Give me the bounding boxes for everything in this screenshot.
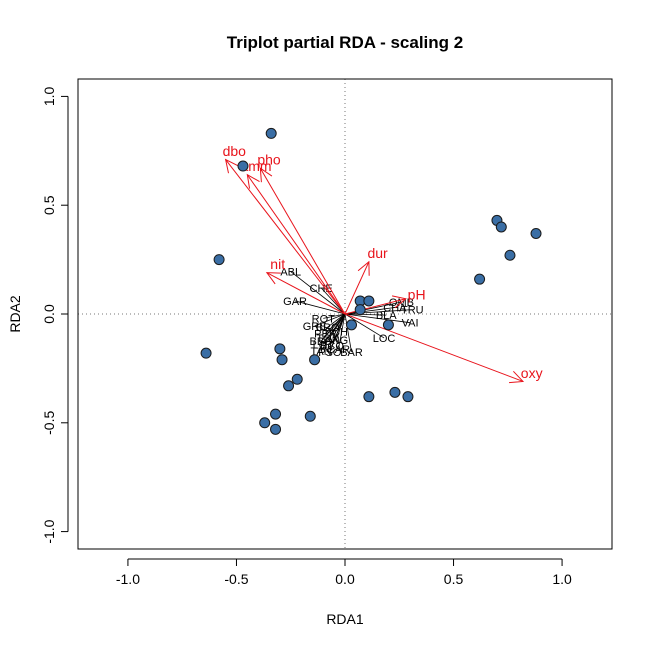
site-point bbox=[389, 386, 401, 398]
species-label: VAI bbox=[402, 318, 419, 330]
site-point bbox=[354, 304, 366, 316]
species-vector bbox=[320, 313, 346, 342]
reference-lines bbox=[78, 79, 612, 549]
species-vector bbox=[290, 271, 346, 315]
site-point bbox=[237, 160, 249, 172]
site-points bbox=[200, 127, 542, 435]
chart-title: Triplot partial RDA - scaling 2 bbox=[227, 33, 463, 52]
site-point bbox=[495, 221, 507, 233]
env-arrow bbox=[259, 167, 346, 315]
env-arrow bbox=[266, 272, 346, 315]
species-vector bbox=[323, 313, 346, 319]
site-point bbox=[213, 254, 225, 266]
x-tick-label: -1.0 bbox=[116, 571, 140, 587]
env-arrowhead bbox=[391, 295, 407, 309]
site-point bbox=[265, 127, 277, 139]
species-vector bbox=[327, 313, 346, 328]
env-label: dbo bbox=[223, 143, 247, 159]
site-point bbox=[309, 354, 321, 366]
env-arrowhead bbox=[509, 370, 525, 384]
species-label: CAR bbox=[327, 344, 350, 356]
axes: -1.0 -0.5 0.0 0.5 1.0 -1.0 -0.5 0.0 0.5 1.0 bbox=[41, 86, 572, 587]
species-vector bbox=[338, 313, 346, 349]
site-point bbox=[259, 417, 271, 429]
site-point bbox=[504, 249, 516, 261]
env-label: oxy bbox=[521, 365, 543, 381]
species-vector bbox=[294, 300, 346, 315]
site-point bbox=[402, 391, 414, 403]
site-point bbox=[276, 354, 288, 366]
env-label: nit bbox=[270, 256, 285, 272]
x-tick-label: -0.5 bbox=[224, 571, 248, 587]
species-label: TRU bbox=[401, 305, 424, 317]
site-point bbox=[363, 391, 375, 403]
x-tick-label: 0.5 bbox=[444, 571, 464, 587]
species-label: ANG bbox=[324, 335, 348, 347]
env-arrowhead bbox=[224, 158, 239, 174]
y-tick-label: 0.5 bbox=[41, 195, 57, 215]
site-point bbox=[363, 295, 375, 307]
species-vector bbox=[344, 313, 352, 353]
site-point bbox=[291, 373, 303, 385]
species-label: ROT bbox=[312, 313, 336, 325]
species-label: BAR bbox=[340, 347, 363, 359]
site-point bbox=[270, 408, 282, 420]
site-point bbox=[382, 319, 394, 331]
env-label: pH bbox=[408, 286, 426, 302]
site-point bbox=[474, 273, 486, 285]
species-label: GRE bbox=[303, 321, 327, 333]
species-label: LOC bbox=[373, 333, 396, 345]
species-vector bbox=[320, 313, 346, 352]
env-arrowhead bbox=[357, 260, 370, 276]
env-arrowhead bbox=[259, 167, 273, 183]
species-vector bbox=[344, 307, 395, 315]
species-label: GAR bbox=[283, 296, 307, 308]
species-label: ABL bbox=[280, 267, 301, 279]
env-arrow bbox=[246, 174, 346, 315]
site-point bbox=[270, 423, 282, 435]
env-arrow bbox=[225, 159, 346, 315]
site-point bbox=[283, 380, 295, 392]
site-point bbox=[304, 410, 316, 422]
species-label: PER bbox=[314, 329, 337, 341]
plot-frame bbox=[77, 78, 613, 550]
site-point bbox=[530, 227, 542, 239]
x-tick-label: 0.0 bbox=[335, 571, 355, 587]
species-vector bbox=[344, 313, 411, 324]
y-tick-label: 1.0 bbox=[41, 86, 57, 106]
species-label: PSO bbox=[318, 347, 342, 359]
species-vector bbox=[344, 313, 387, 316]
env-label: amm bbox=[240, 158, 271, 174]
env-label: pho bbox=[257, 152, 281, 168]
env-arrow bbox=[344, 261, 370, 315]
y-tick-label: -1.0 bbox=[41, 519, 57, 543]
species-vectors: ABLCHEGARROTGREBROPCHPERTOXBBOANGLOTBCOC… bbox=[280, 267, 423, 360]
y-axis-title: RDA2 bbox=[7, 295, 23, 333]
species-vector bbox=[314, 313, 346, 327]
site-point bbox=[200, 347, 212, 359]
species-vector bbox=[344, 313, 385, 339]
x-axis-title: RDA1 bbox=[326, 611, 364, 627]
species-label: LOT bbox=[313, 339, 335, 351]
env-arrow bbox=[344, 313, 524, 382]
site-point bbox=[346, 319, 358, 331]
y-tick-label: 0.0 bbox=[41, 304, 57, 324]
env-arrowhead bbox=[265, 272, 281, 285]
species-vector bbox=[329, 313, 346, 353]
site-point bbox=[274, 343, 286, 355]
y-tick-label: -0.5 bbox=[41, 411, 57, 435]
env-arrowhead bbox=[246, 173, 260, 189]
env-label: dur bbox=[367, 245, 388, 261]
species-label: CHE bbox=[310, 283, 333, 295]
x-tick-label: 1.0 bbox=[552, 571, 572, 587]
